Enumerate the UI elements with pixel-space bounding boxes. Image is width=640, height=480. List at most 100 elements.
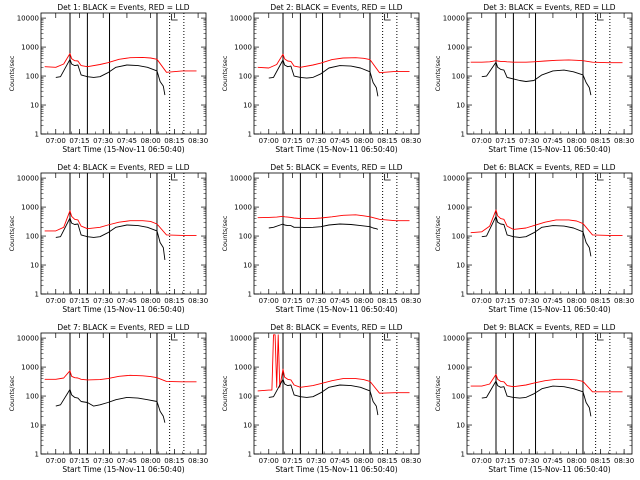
series-lld-line — [257, 334, 410, 394]
x-tick-label: 07:00 — [46, 137, 66, 145]
x-axis-label: Start Time (15-Nov-11 06:50:40) — [488, 305, 610, 314]
series-events-line — [481, 61, 592, 96]
y-tick-label: 1 — [461, 451, 465, 459]
series-lld-line — [44, 210, 197, 236]
y-tick-label: 1 — [35, 291, 39, 299]
bracket-marker — [384, 14, 391, 21]
x-tick-label: 08:00 — [567, 457, 587, 465]
chart-panel-8: Det 8: BLACK = Events, RED = LLD 1 10 100 10… — [221, 323, 421, 474]
bracket-marker — [597, 14, 604, 21]
x-tick-label: 08:00 — [141, 297, 161, 305]
plot-frame — [40, 332, 207, 455]
y-tick-label: 10000 — [17, 15, 39, 23]
x-axis-label: Start Time (15-Nov-11 06:50:40) — [62, 465, 184, 474]
chart-title: Det 1: BLACK = Events, RED = LLD — [57, 3, 189, 12]
y-tick-label: 10 — [456, 102, 465, 110]
series-events-line — [268, 59, 379, 97]
plot-frame — [466, 12, 633, 135]
x-tick-label: 07:15 — [495, 297, 515, 305]
x-tick-label: 07:30 — [519, 137, 539, 145]
plot-frame — [466, 332, 633, 455]
x-tick-label: 07:15 — [69, 297, 89, 305]
x-tick-label: 07:45 — [117, 457, 137, 465]
bracket-marker — [597, 174, 604, 181]
y-tick-label: 1 — [248, 291, 252, 299]
series-lld-line — [257, 214, 410, 222]
chart-title: Det 9: BLACK = Events, RED = LLD — [483, 323, 615, 332]
y-axis-label: Counts/sec — [221, 55, 229, 91]
x-tick-label: 07:15 — [69, 137, 89, 145]
plot-frame — [466, 172, 633, 295]
series-events-line — [55, 58, 166, 96]
y-tick-label: 100 — [239, 393, 252, 401]
y-axis-label: Counts/sec — [434, 55, 442, 91]
chart-panel-9: Det 9: BLACK = Events, RED = LLD 1 10 100 10… — [434, 323, 634, 474]
y-tick-label: 10 — [243, 262, 252, 270]
y-tick-label: 1000 — [234, 204, 252, 212]
plot-area — [257, 13, 410, 134]
x-axis-label: Start Time (15-Nov-11 06:50:40) — [62, 145, 184, 154]
x-tick-label: 07:30 — [93, 137, 113, 145]
x-tick-label: 08:30 — [401, 137, 421, 145]
x-tick-label: 07:30 — [519, 457, 539, 465]
x-axis-label: Start Time (15-Nov-11 06:50:40) — [488, 145, 610, 154]
y-tick-label: 100 — [26, 233, 39, 241]
plot-frame — [40, 12, 207, 135]
x-tick-label: 08:30 — [401, 297, 421, 305]
chart-panel-3: Det 3: BLACK = Events, RED = LLD 1 10 100 10… — [434, 3, 634, 154]
y-tick-label: 100 — [452, 73, 465, 81]
y-tick-label: 1000 — [21, 44, 39, 52]
y-tick-label: 10 — [456, 262, 465, 270]
plot-frame — [253, 332, 420, 455]
x-tick-label: 07:30 — [93, 457, 113, 465]
y-tick-label: 1 — [461, 131, 465, 139]
chart-title: Det 6: BLACK = Events, RED = LLD — [483, 163, 615, 172]
x-tick-label: 07:15 — [495, 137, 515, 145]
series-lld-line — [44, 53, 197, 73]
x-tick-label: 08:30 — [401, 457, 421, 465]
x-tick-label: 08:15 — [164, 457, 184, 465]
chart-title: Det 2: BLACK = Events, RED = LLD — [270, 3, 402, 12]
x-tick-label: 07:15 — [282, 137, 302, 145]
y-tick-label: 1000 — [234, 364, 252, 372]
x-tick-label: 07:30 — [306, 297, 326, 305]
y-tick-label: 1000 — [447, 44, 465, 52]
y-tick-label: 10 — [30, 102, 39, 110]
x-axis-label: Start Time (15-Nov-11 06:50:40) — [275, 305, 397, 314]
x-tick-label: 08:15 — [164, 137, 184, 145]
x-tick-label: 08:30 — [614, 297, 634, 305]
x-tick-label: 07:00 — [259, 457, 279, 465]
plot-area — [257, 173, 410, 294]
bracket-marker — [171, 174, 178, 181]
x-tick-label: 07:15 — [282, 457, 302, 465]
x-tick-label: 07:15 — [282, 297, 302, 305]
x-tick-label: 08:15 — [164, 297, 184, 305]
chart-panel-6: Det 6: BLACK = Events, RED = LLD 1 10 100 10… — [434, 163, 634, 314]
y-tick-label: 1000 — [234, 44, 252, 52]
x-axis-label: Start Time (15-Nov-11 06:50:40) — [275, 145, 397, 154]
plot-frame — [40, 172, 207, 295]
y-tick-label: 1 — [248, 131, 252, 139]
series-events-line — [268, 378, 379, 416]
x-tick-label: 08:00 — [354, 457, 374, 465]
series-events-line — [481, 215, 592, 257]
x-tick-label: 07:30 — [306, 137, 326, 145]
y-tick-label: 10 — [456, 422, 465, 430]
y-tick-label: 100 — [26, 393, 39, 401]
chart-panel-7: Det 7: BLACK = Events, RED = LLD 1 10 100 10… — [8, 323, 208, 474]
x-tick-label: 07:00 — [46, 297, 66, 305]
series-lld-line — [470, 209, 623, 236]
series-events-line — [55, 217, 166, 260]
y-axis-label: Counts/sec — [8, 375, 16, 411]
y-tick-label: 1000 — [21, 204, 39, 212]
x-tick-label: 07:30 — [93, 297, 113, 305]
plot-area — [470, 13, 623, 134]
x-tick-label: 07:00 — [259, 297, 279, 305]
y-tick-label: 1 — [35, 131, 39, 139]
chart-title: Det 8: BLACK = Events, RED = LLD — [270, 323, 402, 332]
x-tick-label: 07:30 — [306, 457, 326, 465]
x-tick-label: 07:00 — [259, 137, 279, 145]
y-tick-label: 10000 — [17, 335, 39, 343]
chart-panel-5: Det 5: BLACK = Events, RED = LLD 1 10 100 10… — [221, 163, 421, 314]
